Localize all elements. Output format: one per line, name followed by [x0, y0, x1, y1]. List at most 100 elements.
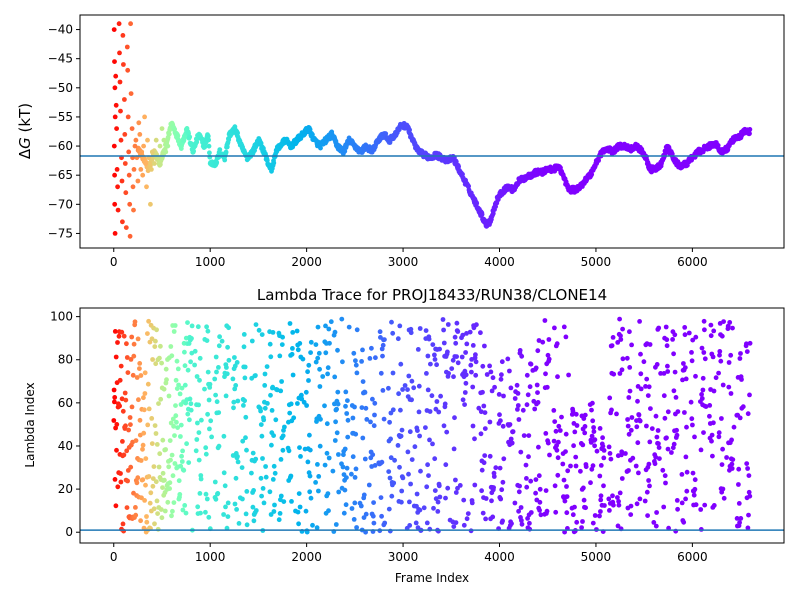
lambda-point [325, 491, 331, 496]
delta-g-point [117, 79, 123, 85]
lambda-point [499, 359, 505, 365]
lambda-point [256, 327, 262, 333]
lambda-point [435, 509, 441, 514]
lambda-point [207, 381, 213, 387]
lambda-point [535, 400, 541, 405]
lambda-point [592, 513, 598, 518]
lambda-point [382, 520, 388, 526]
lambda-point [121, 333, 127, 339]
lambda-point [146, 406, 152, 412]
lambda-point [692, 434, 697, 440]
lambda-point [610, 493, 615, 499]
lambda-point [369, 345, 374, 351]
lambda-point [491, 485, 496, 490]
lambda-point [157, 355, 162, 361]
lambda-point [413, 520, 419, 526]
lambda-point [197, 355, 203, 361]
delta-g-trace-point [191, 148, 197, 154]
lambda-point [682, 325, 688, 330]
lambda-point [434, 399, 440, 404]
lambda-point [350, 415, 356, 421]
lambda-point [170, 508, 175, 514]
lambda-point [120, 521, 126, 527]
lambda-point [253, 508, 259, 513]
lambda-point [182, 503, 188, 508]
delta-g-x-axis: 0 1000 2000 3000 4000 5000 6000 [110, 248, 708, 269]
lambda-point [176, 382, 182, 388]
delta-g-point [112, 114, 118, 120]
lambda-point [202, 386, 207, 392]
lambda-point [271, 509, 277, 514]
lambda-point [206, 514, 212, 520]
lambda-point [320, 374, 326, 379]
lambda-point [366, 482, 372, 488]
lambda-point [665, 446, 671, 452]
delta-g-point [151, 161, 157, 166]
delta-g-trace-point [318, 145, 323, 151]
lambda-point [118, 471, 123, 476]
lambda-point [551, 408, 557, 413]
lambda-point [625, 423, 631, 429]
lambda-point [629, 415, 635, 420]
delta-g-point [127, 233, 133, 239]
lambda-point [483, 496, 489, 501]
lambda-point [280, 433, 286, 439]
lambda-point [378, 495, 384, 500]
lambda-point [230, 376, 236, 382]
lambda-point [114, 422, 120, 427]
lambda-point [644, 423, 649, 429]
lambda-point [221, 433, 227, 439]
lambda-point [157, 451, 163, 457]
lambda-point [156, 464, 162, 470]
lambda-point [138, 518, 144, 524]
lambda-point [692, 486, 698, 492]
lambda-point [479, 467, 485, 473]
lambda-point [564, 484, 569, 489]
lambda-point [141, 430, 147, 436]
lambda-point [699, 396, 705, 401]
lambda-point [307, 489, 313, 495]
lambda-point [441, 327, 446, 333]
lambda-point [204, 338, 210, 343]
lambda-point [154, 442, 160, 447]
lambda-point [265, 401, 270, 406]
lambda-point [326, 455, 332, 461]
lambda-point [386, 469, 392, 474]
lambda-point [581, 497, 587, 503]
lambda-point [166, 393, 172, 399]
lambda-point [444, 429, 450, 435]
lambda-point [112, 329, 118, 334]
lambda-point [627, 388, 633, 394]
lambda-point [161, 386, 167, 392]
lambda-point [307, 432, 312, 438]
delta-g-y-tick-label: −65 [48, 168, 73, 182]
delta-g-trace-point [148, 161, 154, 166]
lambda-point [445, 349, 450, 355]
lambda-point [455, 360, 461, 366]
lambda-point [524, 476, 529, 481]
lambda-point [691, 492, 697, 498]
lambda-point [295, 347, 301, 353]
delta-g-point [129, 126, 135, 131]
lambda-point [564, 510, 570, 516]
lambda-point [300, 356, 306, 362]
lambda-point [164, 377, 169, 383]
lambda-point [499, 372, 504, 378]
lambda-point [327, 340, 332, 346]
lambda-point [142, 370, 148, 376]
lambda-point [565, 468, 571, 474]
lambda-point [145, 331, 150, 336]
lambda-point [146, 474, 152, 479]
lambda-point [120, 439, 125, 444]
lambda-point [335, 347, 340, 353]
lambda-point [619, 367, 625, 373]
lambda-point [192, 348, 198, 354]
lambda-point [745, 525, 751, 531]
lambda-point [673, 395, 679, 400]
lambda-point [496, 392, 502, 397]
lambda-point [649, 426, 655, 431]
lambda-point [186, 460, 192, 465]
lambda-point [617, 371, 623, 376]
lambda-point [304, 403, 309, 408]
lambda-point [473, 352, 478, 358]
